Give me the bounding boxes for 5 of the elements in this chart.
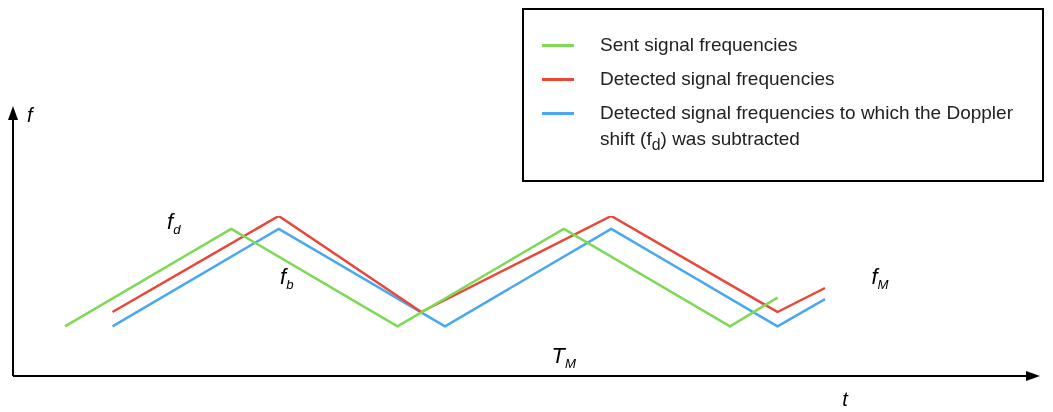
legend-label: Detected signal frequencies	[600, 67, 835, 91]
legend-label: Sent signal frequencies	[600, 33, 798, 57]
legend-label: Detected signal frequencies to which the Doppler shift (f$_{d}$) was subtracted	[600, 101, 1014, 155]
x-axis-title: t	[842, 387, 850, 410]
y-axis-title: f	[27, 103, 35, 126]
